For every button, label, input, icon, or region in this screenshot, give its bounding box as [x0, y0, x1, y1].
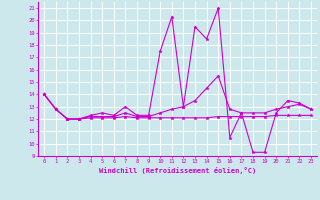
X-axis label: Windchill (Refroidissement éolien,°C): Windchill (Refroidissement éolien,°C)	[99, 167, 256, 174]
